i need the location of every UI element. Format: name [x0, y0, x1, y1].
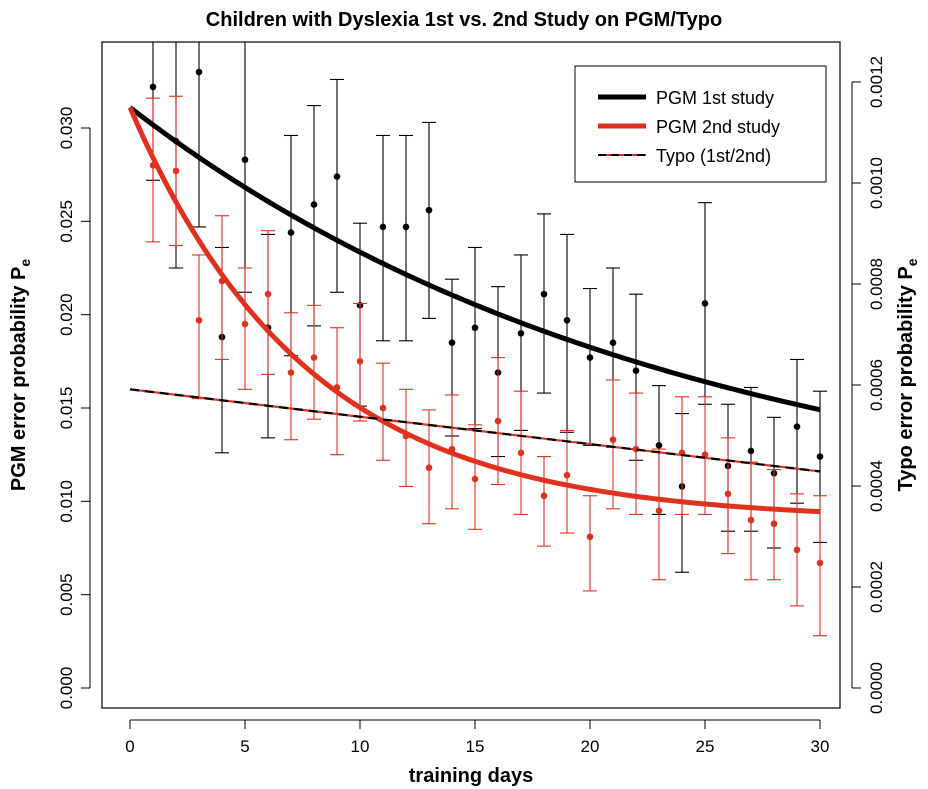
pgm-2nd-study-point [724, 490, 732, 498]
pgm-2nd-study-point [494, 417, 502, 425]
pgm-2nd-study-point [701, 451, 709, 458]
legend: PGM 1st study PGM 2nd study Typo (1st/2n… [574, 65, 827, 183]
pgm-1st-study-point [609, 339, 617, 346]
y-left-axis-label: PGM error probability Pe [8, 259, 33, 491]
x-axis-label: training days [409, 765, 533, 787]
typo-fit-line-black [129, 388, 821, 473]
y-left-tick-label: 0.000 [57, 667, 76, 710]
pgm-2nd-study-point [471, 475, 479, 483]
pgm-1st-study-point [747, 447, 755, 455]
y-left-tick-label: 0.020 [57, 293, 76, 336]
x-tick-label: 20 [581, 737, 600, 756]
pgm-2nd-study-point [517, 449, 525, 457]
pgm-2nd-study-point [172, 167, 180, 175]
pgm-2nd-study-point [609, 436, 617, 444]
y-left-tick-label: 0.005 [57, 573, 76, 616]
pgm-1st-study-point [586, 354, 594, 361]
y-right-axis: 0.0000 0.0002 0.0004 0.0006 0.0008 0.0010 0.00… [851, 56, 886, 714]
pgm-2nd-study-point [747, 516, 755, 524]
x-tick-label: 5 [240, 737, 249, 756]
pgm-1st-study-point [241, 156, 249, 164]
x-axis: 0 5 10 15 20 25 30 [125, 719, 830, 756]
pgm-2nd-study-point [287, 369, 295, 376]
pgm-1st-study-point [379, 223, 387, 231]
x-tick-label: 30 [811, 737, 830, 756]
pgm-1st-study-point [402, 223, 410, 231]
pgm-2nd-study-point [356, 358, 364, 365]
y-left-tick-label: 0.030 [57, 107, 76, 150]
series-layer [127, 42, 827, 637]
chart-title: Children with Dyslexia 1st vs. 2nd Study… [206, 9, 722, 31]
pgm-1st-study-fit-curve [128, 105, 821, 413]
legend-label-pgm-1st: PGM 1st study [656, 88, 774, 108]
y-right-tick-label: 0.0006 [867, 359, 886, 411]
pgm-1st-study-point [632, 367, 640, 374]
pgm-2nd-study-point [816, 559, 824, 567]
y-right-tick-label: 0.0010 [867, 157, 886, 209]
y-left-tick-label: 0.010 [57, 480, 76, 523]
pgm-2nd-study-point [655, 507, 663, 514]
y-left-axis: 0.000 0.005 0.010 0.015 0.020 0.025 0.030 [57, 107, 91, 710]
y-right-tick-label: 0.0004 [867, 460, 886, 512]
y-right-axis-label-sub: e [904, 258, 920, 266]
pgm-1st-study-point [448, 339, 456, 346]
pgm-2nd-study-fit-curve [127, 106, 821, 515]
legend-label-typo: Typo (1st/2nd) [656, 146, 771, 166]
pgm-1st-study-point [471, 324, 479, 332]
pgm-2nd-study-point [770, 520, 778, 528]
pgm-2nd-study-point [264, 290, 272, 298]
y-right-axis-label-main: Typo error probability P [895, 266, 917, 491]
y-right-tick-label: 0.0000 [867, 662, 886, 714]
pgm-1st-study-point [149, 83, 157, 91]
pgm-1st-study-point [540, 290, 548, 298]
plot-frame [101, 41, 841, 709]
y-right-tick-label: 0.0012 [867, 56, 886, 108]
plot-area [127, 42, 827, 637]
x-tick-label: 0 [125, 737, 134, 756]
x-tick-label: 15 [466, 737, 485, 756]
pgm-1st-study-point [563, 316, 571, 324]
pgm-1st-study-point [287, 229, 295, 236]
x-tick-label: 25 [696, 737, 715, 756]
pgm-2nd-study-point [379, 404, 387, 412]
y-left-tick-label: 0.025 [57, 200, 76, 243]
y-right-axis-label: Typo error probability Pe [895, 258, 920, 491]
pgm-1st-study-point [195, 68, 203, 76]
pgm-2nd-study-point [195, 316, 203, 324]
pgm-2nd-study-point [793, 546, 801, 554]
y-left-axis-label-main: PGM error probability P [8, 267, 30, 491]
pgm-1st-study-point [655, 442, 663, 449]
pgm-2nd-study-point [563, 471, 571, 479]
y-right-tick-label: 0.0002 [867, 561, 886, 613]
pgm-1st-study-point [701, 300, 709, 307]
pgm-2nd-study-point [586, 533, 594, 541]
pgm-1st-study-point [793, 423, 801, 430]
pgm-1st-study-point [517, 330, 525, 337]
y-right-tick-label: 0.0008 [867, 258, 886, 310]
pgm-2nd-study-point [540, 492, 548, 500]
pgm-1st-study-point [816, 453, 824, 460]
pgm-1st-study-point [333, 173, 341, 180]
legend-label-pgm-2nd: PGM 2nd study [656, 117, 780, 137]
pgm-1st-study-point [425, 206, 433, 214]
x-tick-label: 10 [351, 737, 370, 756]
pgm-2nd-study-point [425, 464, 433, 472]
pgm-2nd-study-point [310, 354, 318, 361]
y-left-tick-label: 0.015 [57, 387, 76, 430]
pgm-1st-study-point [310, 201, 318, 208]
y-left-axis-label-sub: e [17, 259, 33, 267]
pgm-2nd-study-point [241, 320, 249, 328]
